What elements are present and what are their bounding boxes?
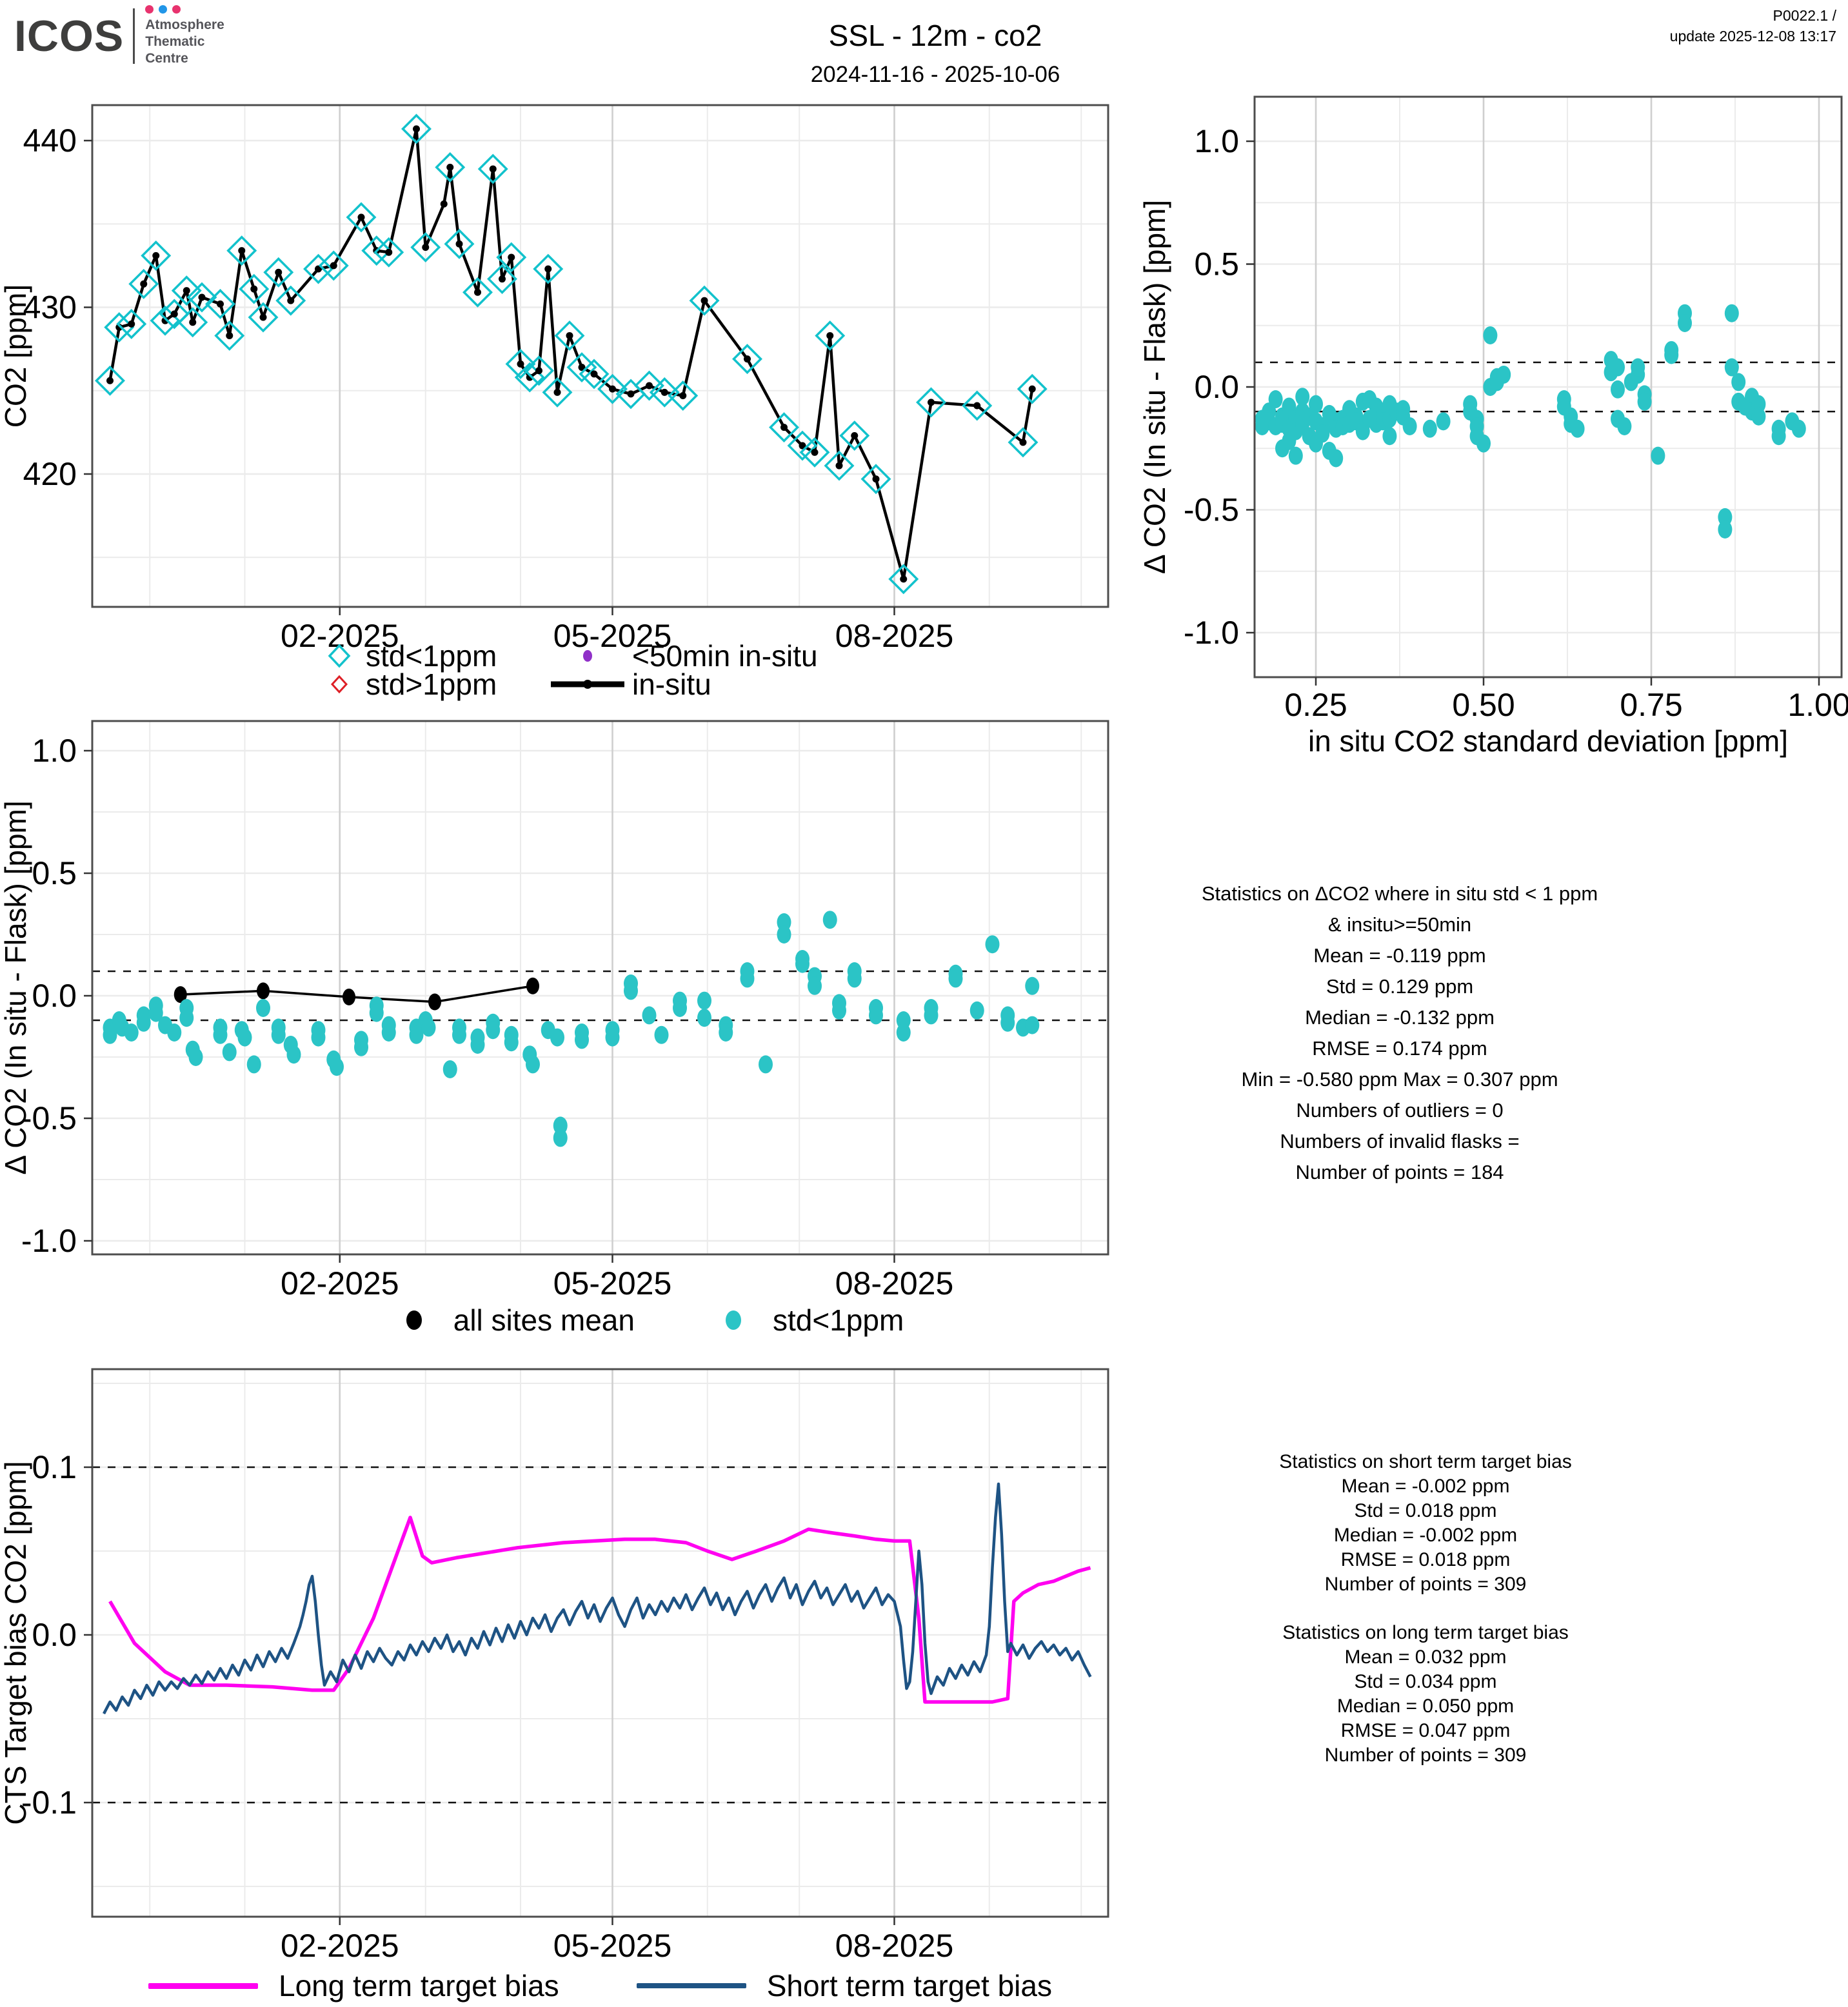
logo-dots-icon: [145, 5, 224, 14]
svg-text:in situ CO2 standard deviation: in situ CO2 standard deviation [ppm]: [1308, 724, 1788, 758]
stats-line: Mean = -0.119 ppm: [1313, 944, 1486, 967]
all-sites-mean-dot-icon: [406, 1310, 422, 1330]
logo-dot-pink2-icon: [172, 5, 181, 14]
legend-label-long-term: Long term target bias: [279, 1969, 559, 2002]
std-lt-1ppm-dot-icon: [725, 1310, 741, 1330]
logo-text: ICOS: [14, 12, 124, 61]
svg-text:-1.0: -1.0: [1184, 615, 1239, 651]
svg-text:CO2 [ppm]: CO2 [ppm]: [0, 284, 32, 428]
svg-text:1.0: 1.0: [32, 733, 77, 769]
logo-dot-blue-icon: [159, 5, 168, 14]
svg-text:Δ CO2 (In situ - Flask) [ppm]: Δ CO2 (In situ - Flask) [ppm]: [1138, 200, 1171, 574]
legend-label-std-gt-1ppm: std>1ppm: [366, 667, 497, 701]
svg-text:0.0: 0.0: [32, 978, 77, 1014]
svg-text:-1.0: -1.0: [21, 1223, 77, 1259]
insitu-line-icon: [548, 675, 627, 694]
legend-label-std-lt-1ppm-mid: std<1ppm: [772, 1303, 904, 1337]
stats-line: Std = 0.129 ppm: [1326, 975, 1474, 998]
svg-text:0.25: 0.25: [1284, 687, 1347, 723]
stats-line: Number of points = 184: [1295, 1161, 1504, 1183]
stats-line: Statistics on short term target bias: [1279, 1451, 1572, 1472]
svg-text:0.50: 0.50: [1452, 687, 1515, 723]
lt50min-insitu-dot-icon: [548, 648, 627, 664]
stats-line: Statistics on ΔCO2 where in situ std < 1…: [1201, 882, 1598, 905]
logo-divider: [133, 8, 135, 64]
svg-text:430: 430: [23, 290, 77, 326]
long-term-bias-line-icon: [148, 1982, 258, 1989]
stats-line: Median = -0.002 ppm: [1333, 1525, 1518, 1546]
svg-text:Δ CO2 (In situ - Flask) [ppm]: Δ CO2 (In situ - Flask) [ppm]: [0, 800, 32, 1174]
stats-line: Statistics on long term target bias: [1282, 1622, 1569, 1643]
svg-text:05-2025: 05-2025: [553, 618, 672, 654]
stats-line: RMSE = 0.174 ppm: [1312, 1037, 1487, 1060]
svg-text:-0.5: -0.5: [21, 1100, 77, 1136]
delta-chart-legend: all sites mean std<1ppm: [361, 1303, 942, 1338]
svg-text:08-2025: 08-2025: [835, 1928, 954, 1964]
stats-line: Median = 0.050 ppm: [1336, 1696, 1515, 1717]
svg-text:02-2025: 02-2025: [281, 1265, 399, 1301]
icos-logo: ICOS Atmosphere Thematic Centre: [14, 5, 224, 67]
update-timestamp: update 2025-12-08 13:17: [1669, 28, 1836, 44]
delta-statistics: Statistics on ΔCO2 where in situ std < 1…: [1202, 878, 1598, 1188]
svg-text:-0.1: -0.1: [21, 1785, 77, 1821]
svg-text:0.5: 0.5: [1194, 246, 1239, 282]
stats-line: Number of points = 309: [1324, 1745, 1527, 1766]
svg-text:-0.5: -0.5: [1184, 492, 1239, 528]
std-gt-1ppm-diamond-icon: [326, 671, 366, 698]
stats-line: & insitu>=50min: [1327, 913, 1472, 936]
page-title: SSL - 12m - co2: [828, 19, 1042, 52]
product-code: P0022.1 /: [1773, 7, 1836, 24]
logo-subtitle-line1: Atmosphere: [145, 17, 224, 32]
svg-text:08-2025: 08-2025: [835, 1265, 954, 1301]
svg-text:02-2025: 02-2025: [281, 618, 399, 654]
std-lt-1ppm-diamond-icon: [326, 642, 366, 669]
stats-line: Mean = 0.032 ppm: [1344, 1646, 1507, 1668]
svg-text:440: 440: [23, 123, 77, 159]
logo-dot-pink-icon: [145, 5, 154, 14]
stats-line: RMSE = 0.047 ppm: [1340, 1720, 1511, 1741]
svg-text:0.5: 0.5: [32, 855, 77, 891]
date-range: 2024-11-16 - 2025-10-06: [810, 62, 1060, 87]
revision-info: P0022.1 / update 2025-12-08 13:17: [1670, 5, 1836, 46]
svg-text:05-2025: 05-2025: [553, 1928, 672, 1964]
svg-text:0.1: 0.1: [32, 1449, 77, 1485]
svg-text:0.0: 0.0: [1194, 369, 1239, 405]
stats-line: Numbers of outliers = 0: [1296, 1099, 1504, 1122]
svg-text:1.0: 1.0: [1194, 123, 1239, 159]
legend-label-std-lt-1ppm: std<1ppm: [366, 639, 497, 673]
svg-text:0.0: 0.0: [32, 1617, 77, 1653]
legend-label-insitu: in-situ: [632, 667, 711, 701]
stats-line: Numbers of invalid flasks =: [1280, 1130, 1520, 1152]
stats-line: Median = -0.132 ppm: [1305, 1006, 1495, 1029]
svg-text:05-2025: 05-2025: [553, 1265, 672, 1301]
short-term-bias-line-icon: [636, 1983, 746, 1988]
legend-label-lt50min-insitu: <50min in-situ: [632, 639, 818, 673]
svg-text:CTS Target bias CO2 [ppm]: CTS Target bias CO2 [ppm]: [0, 1461, 32, 1824]
logo-subtitle-line2: Thematic: [145, 34, 205, 49]
target-bias-legend: Long term target bias Short term target …: [92, 1968, 1108, 2003]
svg-text:08-2025: 08-2025: [835, 618, 954, 654]
logo-subtitle-line3: Centre: [145, 51, 188, 66]
stats-line: Mean = -0.002 ppm: [1341, 1476, 1510, 1497]
legend-label-short-term: Short term target bias: [766, 1969, 1052, 2002]
target-bias-statistics: Statistics on short term target bias Mea…: [1279, 1450, 1572, 1768]
stats-line: Number of points = 309: [1324, 1574, 1527, 1595]
stats-line: Std = 0.018 ppm: [1354, 1500, 1497, 1521]
svg-text:420: 420: [23, 456, 77, 492]
stats-line: Min = -0.580 ppm Max = 0.307 ppm: [1241, 1068, 1558, 1091]
svg-text:0.75: 0.75: [1620, 687, 1682, 723]
svg-text:1.00: 1.00: [1787, 687, 1848, 723]
stats-line: Std = 0.034 ppm: [1354, 1671, 1497, 1692]
legend-label-all-sites-mean: all sites mean: [453, 1303, 635, 1337]
insitu-chart-legend: std<1ppm <50min in-situ std>1ppm in-s: [326, 639, 818, 701]
stats-line: RMSE = 0.018 ppm: [1340, 1549, 1511, 1570]
svg-text:02-2025: 02-2025: [281, 1928, 399, 1964]
